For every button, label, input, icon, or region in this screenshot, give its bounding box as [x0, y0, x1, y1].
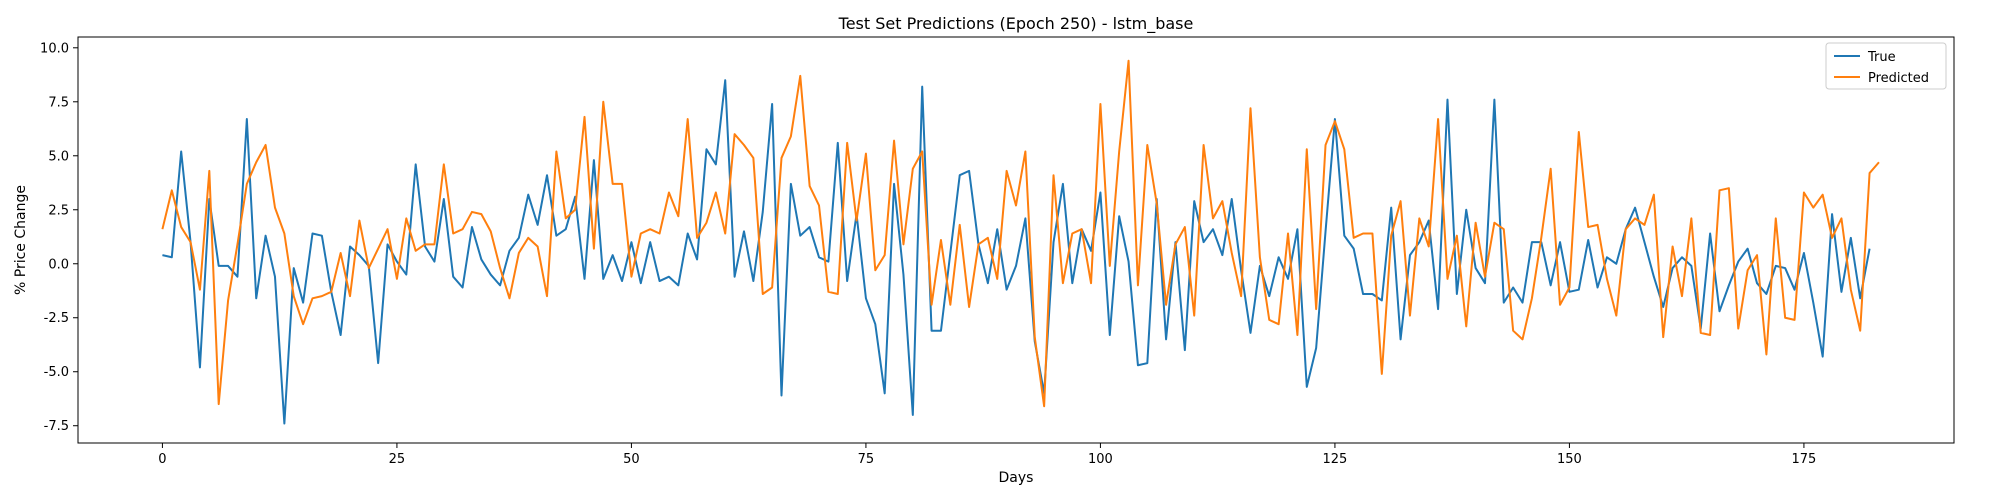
x-tick-label: 25: [389, 452, 406, 467]
x-tick-label: 175: [1792, 452, 1817, 467]
x-tick-label: 125: [1323, 452, 1348, 467]
y-tick-label: 2.5: [48, 203, 69, 218]
legend-label-true: True: [1867, 50, 1896, 65]
legend-label-predicted: Predicted: [1868, 71, 1929, 86]
y-tick-label: -2.5: [44, 311, 69, 326]
x-tick-label: 100: [1088, 452, 1113, 467]
x-tick-label: 75: [858, 452, 875, 467]
series-line-true: [162, 79, 1871, 425]
y-axis-label: % Price Change: [13, 185, 29, 295]
y-tick-label: 0.0: [48, 257, 69, 272]
legend: True Predicted: [1825, 42, 1947, 90]
y-tick-label: 7.5: [48, 95, 69, 110]
x-axis-label: Days: [999, 470, 1034, 486]
y-tick-label: 10.0: [40, 41, 69, 56]
y-tick-label: -7.5: [44, 419, 69, 434]
x-tick-label: 50: [623, 452, 640, 467]
y-tick-label: 5.0: [48, 149, 69, 164]
chart-title: Test Set Predictions (Epoch 250) - lstm_…: [838, 14, 1194, 34]
x-tick-label: 150: [1557, 452, 1582, 467]
plot-frame: [77, 36, 1955, 444]
x-tick-label: 0: [158, 452, 166, 467]
y-tick-label: -5.0: [44, 365, 69, 380]
series-line-predicted: [161, 59, 1880, 408]
